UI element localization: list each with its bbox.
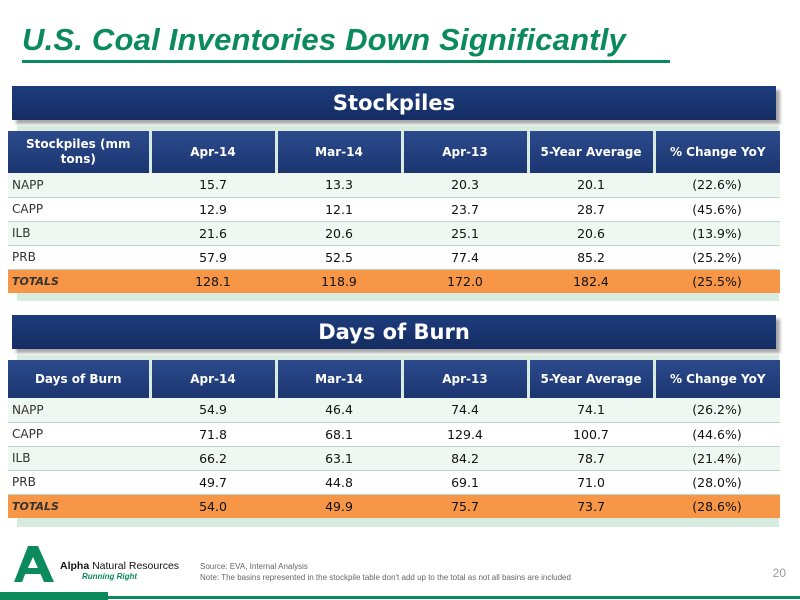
table-cell: (22.6%)	[654, 173, 780, 198]
stockpiles-table: Stockpiles (mm tons) Apr-14 Mar-14 Apr-1…	[8, 131, 780, 293]
table-cell: 100.7	[528, 422, 654, 447]
table-cell: 78.7	[528, 446, 654, 471]
table-cell: 52.5	[276, 245, 402, 270]
totals-cell: 75.7	[402, 494, 528, 518]
table-cell: 69.1	[402, 470, 528, 495]
table-cell: 44.8	[276, 470, 402, 495]
totals-cell: 49.9	[276, 494, 402, 518]
table-cell: 49.7	[150, 470, 276, 495]
column-header: 5-Year Average	[528, 131, 656, 173]
row-label: PRB	[8, 470, 150, 495]
totals-label: TOTALS	[8, 494, 150, 518]
totals-label: TOTALS	[8, 269, 150, 293]
table-cell: 74.4	[402, 398, 528, 423]
row-label: CAPP	[8, 422, 150, 447]
totals-cell: 128.1	[150, 269, 276, 293]
title-underline	[22, 60, 670, 63]
table-cell: (28.0%)	[654, 470, 780, 495]
row-label: ILB	[8, 221, 150, 246]
basins-note: Note: The basins represented in the stoc…	[200, 573, 571, 582]
table-cell: 15.7	[150, 173, 276, 198]
table-cell: 68.1	[276, 422, 402, 447]
column-header: 5-Year Average	[528, 360, 656, 398]
footer-accent-bar	[0, 592, 108, 600]
table-cell: (44.6%)	[654, 422, 780, 447]
table-row: PRB 57.9 52.5 77.4 85.2 (25.2%)	[8, 245, 780, 270]
table-cell: 23.7	[402, 197, 528, 222]
column-header: % Change YoY	[654, 360, 780, 398]
alpha-logo-icon	[14, 546, 54, 582]
table-cell: (25.2%)	[654, 245, 780, 270]
table-cell: 84.2	[402, 446, 528, 471]
table-cell: 63.1	[276, 446, 402, 471]
stockpiles-section-header: Stockpiles	[12, 86, 776, 120]
row-label: NAPP	[8, 398, 150, 423]
logo-tagline: Running Right	[82, 572, 138, 581]
table-cell: (26.2%)	[654, 398, 780, 423]
column-header: Apr-14	[150, 360, 278, 398]
table-cell: 28.7	[528, 197, 654, 222]
totals-cell: 172.0	[402, 269, 528, 293]
table-row: CAPP 71.8 68.1 129.4 100.7 (44.6%)	[8, 422, 780, 447]
row-label: NAPP	[8, 173, 150, 198]
table-cell: 54.9	[150, 398, 276, 423]
column-header: Days of Burn	[8, 360, 152, 398]
footnote: Source: EVA, Internal Analysis Note: The…	[200, 561, 571, 583]
column-header: Apr-13	[402, 360, 530, 398]
table-row: NAPP 54.9 46.4 74.4 74.1 (26.2%)	[8, 398, 780, 423]
column-header: Mar-14	[276, 360, 404, 398]
totals-row: TOTALS 54.0 49.9 75.7 73.7 (28.6%)	[8, 494, 780, 518]
table-row: ILB 66.2 63.1 84.2 78.7 (21.4%)	[8, 446, 780, 471]
totals-cell: (25.5%)	[654, 269, 780, 293]
row-label: ILB	[8, 446, 150, 471]
table-cell: 13.3	[276, 173, 402, 198]
table-cell: 20.3	[402, 173, 528, 198]
table-cell: 21.6	[150, 221, 276, 246]
table-cell: 129.4	[402, 422, 528, 447]
table-cell: 71.8	[150, 422, 276, 447]
table-row: NAPP 15.7 13.3 20.3 20.1 (22.6%)	[8, 173, 780, 198]
company-logo-text: Alpha Natural Resources Running Right	[60, 560, 179, 581]
table-cell: (13.9%)	[654, 221, 780, 246]
table-cell: 20.6	[276, 221, 402, 246]
column-header: % Change YoY	[654, 131, 780, 173]
totals-row: TOTALS 128.1 118.9 172.0 182.4 (25.5%)	[8, 269, 780, 293]
table-row: ILB 21.6 20.6 25.1 20.6 (13.9%)	[8, 221, 780, 246]
totals-cell: 73.7	[528, 494, 654, 518]
column-header: Mar-14	[276, 131, 404, 173]
table-cell: 12.1	[276, 197, 402, 222]
days-of-burn-table: Days of Burn Apr-14 Mar-14 Apr-13 5-Year…	[8, 360, 780, 518]
table-cell: 85.2	[528, 245, 654, 270]
table-cell: 71.0	[528, 470, 654, 495]
row-label: PRB	[8, 245, 150, 270]
row-label: CAPP	[8, 197, 150, 222]
column-header: Apr-13	[402, 131, 530, 173]
column-header: Apr-14	[150, 131, 278, 173]
table-row: PRB 49.7 44.8 69.1 71.0 (28.0%)	[8, 470, 780, 495]
table-cell: 77.4	[402, 245, 528, 270]
column-header: Stockpiles (mm tons)	[8, 131, 152, 173]
days-of-burn-section-header: Days of Burn	[12, 315, 776, 349]
table-row: CAPP 12.9 12.1 23.7 28.7 (45.6%)	[8, 197, 780, 222]
totals-cell: (28.6%)	[654, 494, 780, 518]
table-cell: 74.1	[528, 398, 654, 423]
source-note: Source: EVA, Internal Analysis	[200, 562, 308, 571]
totals-cell: 54.0	[150, 494, 276, 518]
logo-name-rest: Natural Resources	[92, 560, 180, 572]
totals-cell: 118.9	[276, 269, 402, 293]
table-cell: (21.4%)	[654, 446, 780, 471]
table-cell: 57.9	[150, 245, 276, 270]
table-cell: 66.2	[150, 446, 276, 471]
slide-title: U.S. Coal Inventories Down Significantly	[22, 22, 626, 57]
footer-rule	[108, 596, 800, 599]
table-cell: (45.6%)	[654, 197, 780, 222]
table-cell: 46.4	[276, 398, 402, 423]
logo-name-bold: Alpha	[60, 560, 90, 572]
totals-cell: 182.4	[528, 269, 654, 293]
table-cell: 20.6	[528, 221, 654, 246]
page-number: 20	[772, 566, 786, 580]
table-cell: 25.1	[402, 221, 528, 246]
table-cell: 12.9	[150, 197, 276, 222]
table-cell: 20.1	[528, 173, 654, 198]
